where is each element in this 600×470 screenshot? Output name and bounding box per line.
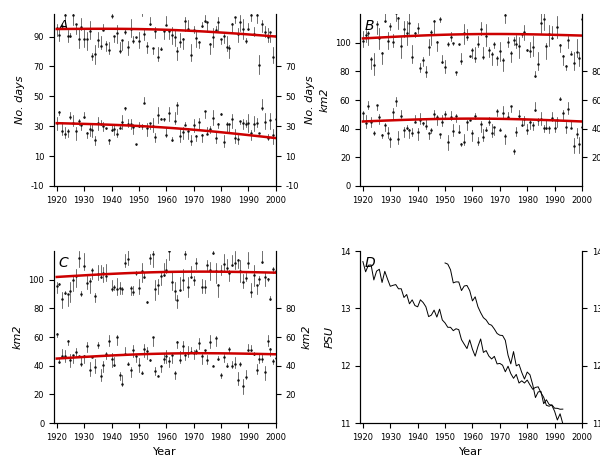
Y-axis label: No. days: No. days: [305, 76, 314, 124]
X-axis label: Year: Year: [459, 447, 483, 457]
Y-axis label: No. days: No. days: [15, 76, 25, 124]
Y-axis label: km2: km2: [302, 325, 312, 349]
Y-axis label: PSU: PSU: [324, 326, 334, 348]
Text: A: A: [58, 19, 68, 33]
Text: C: C: [58, 256, 68, 270]
Y-axis label: km2: km2: [13, 325, 23, 349]
Text: B: B: [365, 19, 374, 33]
Text: D: D: [365, 256, 375, 270]
Y-axis label: km2: km2: [319, 88, 329, 112]
X-axis label: Year: Year: [153, 447, 177, 457]
